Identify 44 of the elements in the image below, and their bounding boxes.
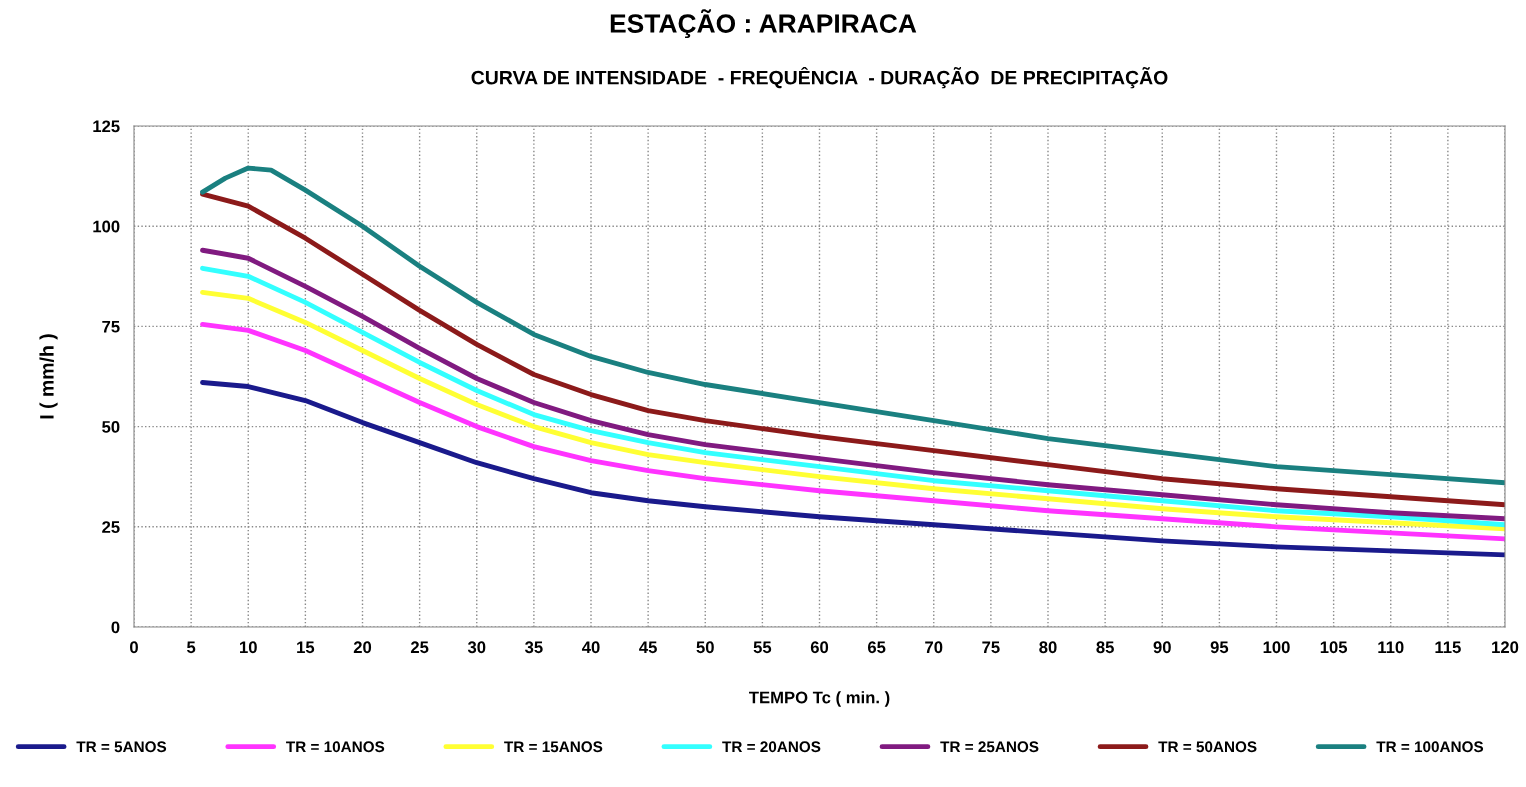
legend-label: TR = 15ANOS: [504, 741, 603, 753]
x-tick-label: 30: [467, 641, 486, 654]
x-tick-label: 95: [1210, 641, 1229, 654]
x-tick-label: 65: [867, 641, 886, 654]
x-tick-label: 20: [353, 641, 372, 654]
y-tick-label: 50: [102, 421, 120, 433]
legend-label: TR = 5ANOS: [76, 741, 167, 753]
x-tick-label: 105: [1320, 641, 1348, 654]
x-tick-label: 45: [639, 641, 657, 654]
x-tick-label: 0: [130, 641, 138, 654]
line-series: [200, 380, 1505, 558]
x-tick-label: 100: [1263, 641, 1290, 654]
x-tick-label: 60: [810, 641, 829, 654]
x-tick-label: 85: [1096, 641, 1114, 654]
y-tick-label: 125: [93, 120, 120, 133]
y-axis-title: I ( mm/h ): [39, 334, 58, 419]
x-axis-title: TEMPO Tc ( min. ): [749, 691, 890, 707]
x-tick-label: 70: [925, 641, 943, 654]
x-tick-label: 50: [696, 641, 714, 654]
x-tick-label: 90: [1153, 641, 1171, 654]
x-tick-label: 35: [524, 641, 543, 654]
x-tick-label: 40: [581, 641, 600, 654]
legend-label: TR = 10ANOS: [286, 741, 385, 753]
y-tick-label: 0: [111, 621, 120, 634]
chart-subtitle: CURVA DE INTENSIDADE - FREQUÊNCIA - DURAÇÃO DE PRECIPITAÇÃO: [471, 66, 1168, 89]
x-tick-label: 5: [187, 641, 196, 654]
x-tick-label: 15: [297, 641, 315, 654]
x-tick-label: 25: [410, 641, 429, 654]
legend-label: TR = 20ANOS: [722, 741, 821, 753]
x-tick-label: 80: [1039, 641, 1057, 654]
y-tick-label: 25: [102, 521, 120, 533]
chart-title: ESTAÇÃO : ARAPIRACA: [610, 9, 917, 39]
x-tick-label: 10: [240, 641, 257, 654]
x-tick-label: 120: [1492, 641, 1519, 654]
legend-label: TR = 25ANOS: [940, 741, 1039, 753]
legend-label: TR = 100ANOS: [1376, 741, 1484, 753]
x-tick-label: 115: [1435, 641, 1461, 654]
y-tick-label: 75: [102, 320, 120, 333]
y-tick-label: 100: [93, 220, 120, 233]
x-tick-label: 110: [1378, 641, 1404, 654]
x-tick-label: 75: [982, 641, 1000, 654]
x-tick-label: 55: [753, 641, 772, 654]
line-series: [200, 321, 1505, 542]
legend-label: TR = 50ANOS: [1158, 741, 1257, 753]
